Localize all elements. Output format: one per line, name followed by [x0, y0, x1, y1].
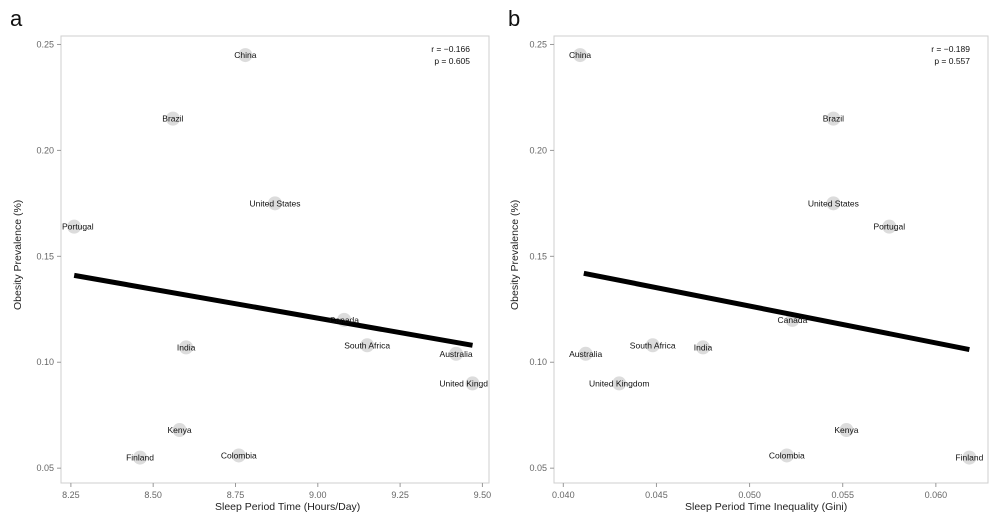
data-point: [839, 423, 854, 438]
data-point: [645, 338, 660, 353]
data-point: [67, 219, 82, 234]
data-point: [165, 111, 180, 126]
correlation-p-label: p = 0.557: [934, 56, 970, 66]
point-label: Colombia: [769, 450, 805, 460]
point-label: United Kingd: [439, 378, 488, 388]
x-tick-label: 0.045: [645, 490, 668, 500]
panel-letter: a: [10, 6, 23, 31]
data-point: [826, 111, 841, 126]
y-tick-label: 0.25: [36, 39, 54, 49]
x-tick-label: 9.00: [309, 490, 327, 500]
y-tick-label: 0.10: [36, 357, 54, 367]
point-label: United Kingdom: [589, 378, 649, 388]
data-point: [882, 219, 897, 234]
point-label: Australia: [569, 349, 602, 359]
point-label: Kenya: [834, 425, 858, 435]
point-label: India: [177, 342, 196, 352]
panel-b: b Sleep Period Time Inequality (Gini) Ob…: [508, 6, 989, 513]
data-point: [612, 376, 627, 391]
point-label: Canada: [778, 315, 808, 325]
regression-line: [583, 270, 970, 352]
x-tick-label: 0.055: [831, 490, 854, 500]
x-axis-title: Sleep Period Time (Hours/Day): [215, 501, 360, 513]
point-label: South Africa: [630, 340, 676, 350]
point-label: Colombia: [221, 450, 257, 460]
x-tick-label: 9.25: [391, 490, 409, 500]
data-point: [779, 448, 794, 463]
point-label: India: [694, 342, 713, 352]
data-point: [231, 448, 246, 463]
x-tick-label: 8.50: [144, 490, 162, 500]
correlation-p-label: p = 0.605: [434, 56, 470, 66]
y-tick-label: 0.10: [529, 357, 547, 367]
data-point: [578, 346, 593, 361]
point-label: Finland: [955, 453, 983, 463]
y-tick-label: 0.05: [529, 463, 547, 473]
point-label: United States: [808, 198, 859, 208]
point-label: China: [569, 50, 591, 60]
x-tick-label: 0.060: [925, 490, 948, 500]
data-point: [360, 338, 375, 353]
x-tick-label: 0.040: [552, 490, 575, 500]
data-point: [238, 48, 253, 63]
y-tick-label: 0.20: [36, 145, 54, 155]
panel-letter: b: [508, 6, 520, 31]
point-label: Kenya: [167, 425, 191, 435]
data-point: [573, 48, 588, 63]
point-label: Brazil: [823, 114, 844, 124]
data-point: [696, 340, 711, 355]
regression-line: [73, 272, 473, 348]
y-axis-title: Obesity Prevalence (%): [509, 200, 521, 310]
data-point: [449, 346, 464, 361]
data-point: [962, 450, 977, 465]
data-point: [172, 423, 187, 438]
data-point: [465, 376, 480, 391]
y-axis-title: Obesity Prevalence (%): [12, 200, 24, 310]
plot-frame: [553, 35, 989, 484]
point-label: South Africa: [344, 340, 390, 350]
data-point: [179, 340, 194, 355]
point-label: China: [234, 50, 256, 60]
x-tick-label: 9.50: [474, 490, 492, 500]
data-point: [268, 196, 282, 211]
correlation-r-label: r = −0.166: [431, 44, 470, 54]
x-axis-title: Sleep Period Time Inequality (Gini): [685, 501, 847, 513]
plot-frame: [60, 35, 490, 484]
panel-a: a Sleep Period Time (Hours/Day) Obesity …: [10, 6, 491, 513]
y-tick-label: 0.20: [529, 145, 547, 155]
point-label: Australia: [440, 349, 473, 359]
x-tick-label: 8.75: [227, 490, 245, 500]
x-tick-label: 0.050: [738, 490, 761, 500]
point-label: United States: [249, 198, 300, 208]
y-tick-label: 0.05: [36, 463, 54, 473]
point-label: Brazil: [162, 114, 183, 124]
point-label: Canada: [329, 315, 359, 325]
point-label: Portugal: [62, 222, 94, 232]
x-tick-label: 8.25: [62, 490, 80, 500]
correlation-r-label: r = −0.189: [931, 44, 970, 54]
y-tick-label: 0.25: [529, 39, 547, 49]
point-label: Finland: [126, 453, 154, 463]
y-tick-label: 0.15: [529, 251, 547, 261]
point-label: Portugal: [873, 222, 905, 232]
data-point: [133, 450, 148, 465]
y-tick-label: 0.15: [36, 251, 54, 261]
data-point: [826, 196, 841, 211]
